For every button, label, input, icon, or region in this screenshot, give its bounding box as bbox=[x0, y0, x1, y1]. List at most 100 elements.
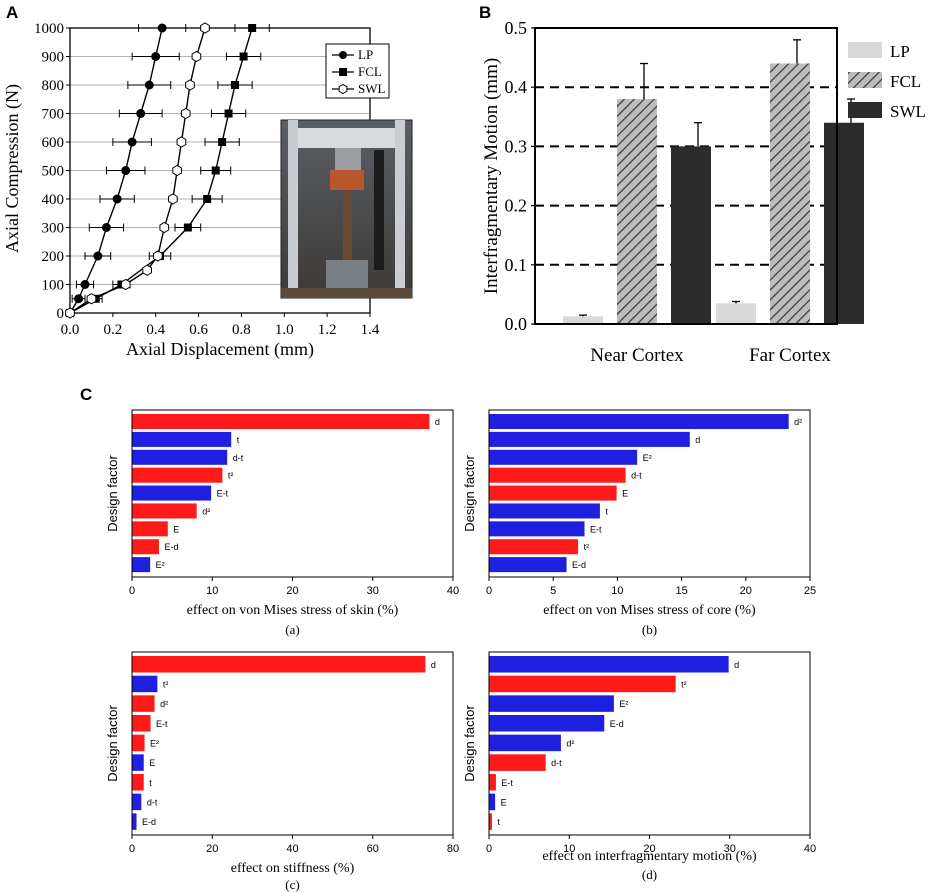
tornado-bar-label: E bbox=[149, 758, 155, 768]
tornado-bar bbox=[489, 695, 614, 712]
x-tick-label: 20 bbox=[643, 843, 655, 855]
photo-bone-specimen bbox=[343, 190, 352, 260]
subfigure-label: (d) bbox=[642, 867, 657, 882]
marker-fcl bbox=[239, 52, 248, 61]
tornado-bar bbox=[489, 734, 561, 752]
marker-fcl bbox=[183, 223, 192, 232]
x-tick-label: 30 bbox=[367, 585, 379, 597]
bar-swl bbox=[671, 146, 711, 324]
tornado-bar-label: E bbox=[501, 797, 507, 807]
bar-fcl bbox=[770, 63, 810, 325]
legend-swatch-fcl bbox=[848, 72, 882, 88]
tornado-bar bbox=[132, 521, 168, 537]
photo-fixture bbox=[330, 170, 364, 190]
x-tick-label: 40 bbox=[286, 843, 298, 855]
x-tick-label: 80 bbox=[447, 843, 459, 855]
tornado-bar-label: E bbox=[173, 524, 179, 534]
x-tick-label: 25 bbox=[804, 585, 816, 597]
bar-swl bbox=[824, 122, 864, 324]
x-tick-label: 0 bbox=[486, 843, 492, 855]
tornado-bar bbox=[132, 485, 212, 501]
tornado-bar-label: E bbox=[622, 489, 628, 499]
tornado-bar bbox=[489, 774, 496, 791]
marker-swl bbox=[191, 50, 202, 63]
y-tick-label: 800 bbox=[42, 78, 65, 94]
x-axis-label: Axial Displacement (mm) bbox=[126, 339, 314, 360]
marker-swl bbox=[120, 278, 131, 291]
legend-label: SWL bbox=[890, 102, 926, 121]
tornado-bar-label: t bbox=[237, 435, 240, 445]
legend-label: FCL bbox=[890, 72, 921, 91]
tornado-bar bbox=[489, 539, 579, 555]
y-tick-label: 0.1 bbox=[505, 255, 528, 275]
tornado-bar-label: d² bbox=[566, 738, 574, 748]
x-tick-label: 1.0 bbox=[275, 322, 294, 338]
marker-swl bbox=[153, 250, 163, 262]
x-tick-label: 0.4 bbox=[146, 322, 165, 338]
tornado-bar-label: d-t bbox=[631, 471, 642, 481]
bar-fcl bbox=[617, 99, 657, 324]
tornado-bar-label: d² bbox=[202, 506, 210, 516]
tornado-bar bbox=[489, 715, 605, 732]
tornado-bar-label: E² bbox=[150, 738, 159, 748]
y-tick-label: 400 bbox=[42, 192, 65, 208]
panel-a-load-displacement-chart: 0 100 200 300 400 500 600 700 800 900 1000 0.0 0.2 0.… bbox=[2, 21, 413, 360]
tornado-bar-label: E-d bbox=[164, 542, 178, 552]
x-tick-label: 5 bbox=[550, 585, 556, 597]
tornado-bar bbox=[489, 754, 546, 771]
tornado-bar-label: E² bbox=[156, 560, 165, 570]
tornado-bar bbox=[132, 503, 197, 519]
tornado-bar bbox=[132, 774, 144, 791]
x-tick-label: 10 bbox=[206, 585, 218, 597]
x-tick-label: 1.4 bbox=[361, 322, 380, 338]
y-tick-label: 0 bbox=[57, 306, 65, 322]
x-tick-label: 20 bbox=[206, 843, 218, 855]
tornado-bar bbox=[132, 656, 426, 673]
category-label: Far Cortex bbox=[749, 345, 831, 366]
tornado-bar-label: t bbox=[497, 817, 500, 827]
x-tick-label: 40 bbox=[447, 585, 459, 597]
subfigure-label: (c) bbox=[285, 877, 299, 892]
marker-fcl bbox=[248, 24, 257, 32]
marker-swl bbox=[180, 107, 191, 120]
y-tick-label: 500 bbox=[42, 164, 65, 180]
y-tick-label: 900 bbox=[42, 50, 65, 66]
tornado-bar-label: d-t bbox=[551, 758, 562, 768]
x-tick-label: 0.6 bbox=[189, 322, 208, 338]
tornado-bar bbox=[132, 557, 151, 573]
x-axis-label: effect on von Mises stress of skin (%) bbox=[187, 603, 399, 618]
tornado-bar bbox=[132, 467, 223, 483]
tornado-bar-label: d-t bbox=[233, 453, 244, 463]
tornado-bar bbox=[132, 675, 158, 693]
legend-label: FCL bbox=[358, 64, 382, 79]
tornado-bar-label: E² bbox=[643, 453, 652, 463]
tornado-bar bbox=[489, 557, 567, 573]
photo-table bbox=[281, 288, 412, 298]
marker-swl bbox=[172, 164, 182, 177]
legend-swatch-swl bbox=[848, 102, 882, 118]
marker-lp bbox=[127, 137, 137, 147]
tornado-bar-label: E-t bbox=[501, 778, 513, 788]
subfigure-label: (a) bbox=[285, 622, 299, 637]
photo-cable-chain bbox=[374, 150, 384, 270]
y-axis-label: Design factor bbox=[105, 705, 120, 782]
tornado-bar-label: E-d bbox=[142, 817, 156, 827]
x-tick-label: 0.0 bbox=[61, 322, 80, 338]
tornado-bar bbox=[489, 675, 676, 693]
tornado-bar bbox=[132, 539, 159, 555]
y-tick-label: 0.0 bbox=[505, 314, 528, 334]
tornado-bar-label: t² bbox=[228, 471, 234, 481]
y-tick-label: 1000 bbox=[34, 21, 64, 37]
legend-marker-fcl bbox=[339, 68, 347, 76]
marker-lp bbox=[101, 223, 111, 232]
tornado-bar-label: d bbox=[734, 660, 739, 670]
tornado-bar-label: t² bbox=[681, 679, 687, 689]
x-axis-label: effect on interfragmentary motion (%) bbox=[542, 849, 757, 864]
tornado-bar bbox=[132, 695, 155, 712]
x-tick-label: 10 bbox=[563, 843, 575, 855]
x-axis-label: effect on stiffness (%) bbox=[231, 861, 355, 876]
subfigure-label: (b) bbox=[642, 622, 657, 637]
tornado-bar-label: E-t bbox=[590, 524, 602, 534]
